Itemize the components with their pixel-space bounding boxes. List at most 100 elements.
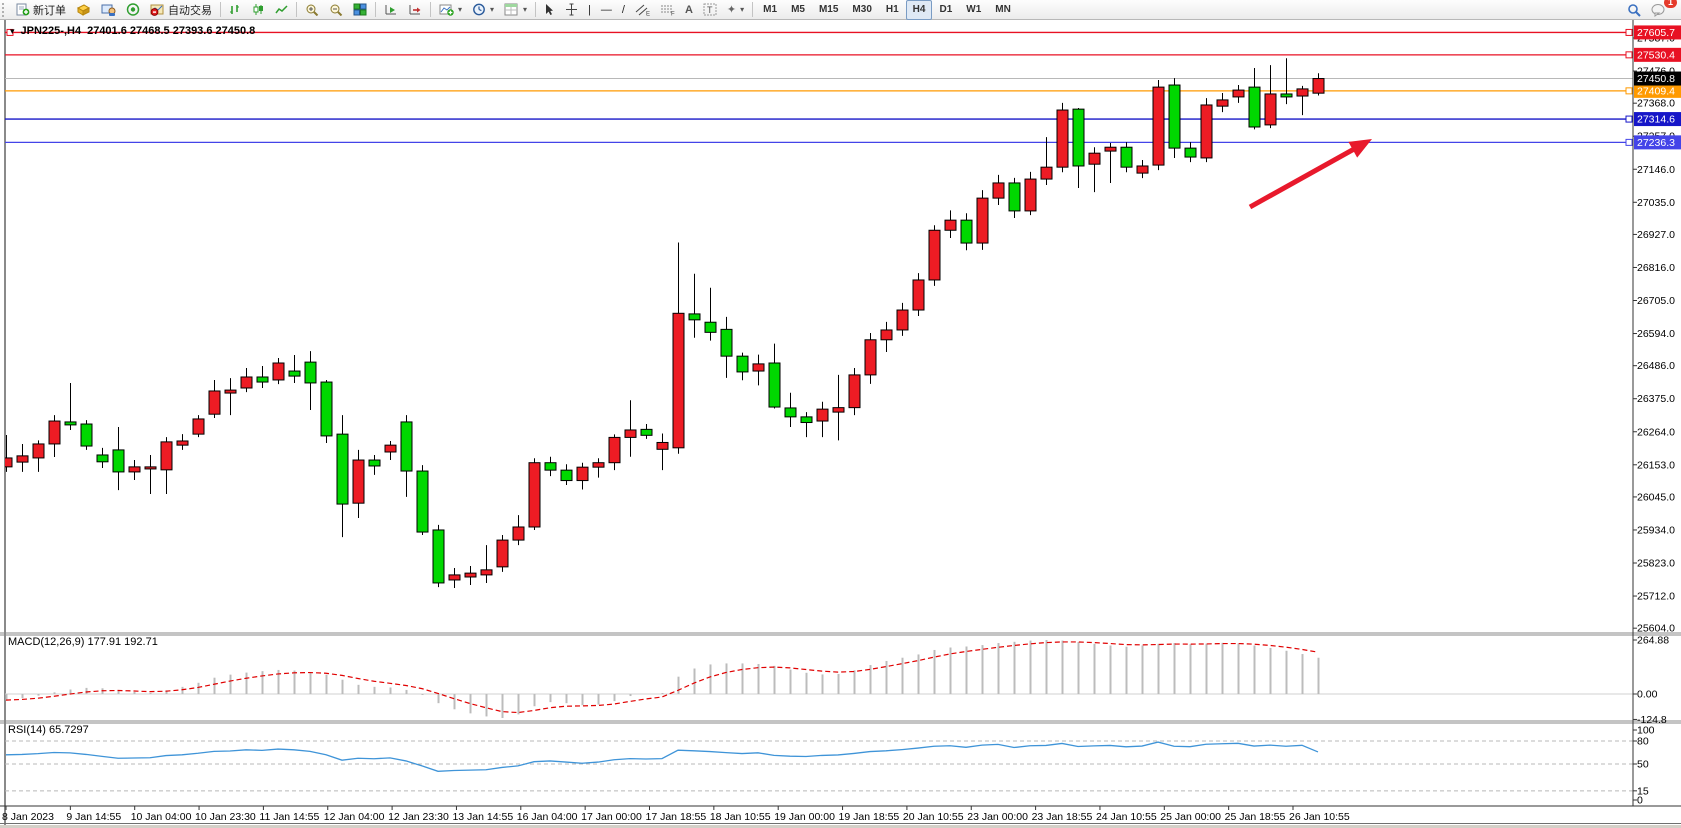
- chart-shift-button[interactable]: [403, 0, 427, 20]
- line-handle[interactable]: [1625, 138, 1633, 146]
- candle[interactable]: [144, 454, 157, 494]
- vertical-line-tool-button[interactable]: |: [583, 0, 596, 20]
- candle[interactable]: [1248, 68, 1261, 130]
- candle[interactable]: [208, 379, 221, 419]
- candle[interactable]: [1168, 78, 1181, 158]
- candle[interactable]: [1, 435, 13, 472]
- fibonacci-tool-button[interactable]: F: [655, 0, 680, 20]
- timeframe-h1-button[interactable]: H1: [885, 4, 899, 15]
- macd-panel[interactable]: [5, 640, 1633, 719]
- text-label-tool-button[interactable]: T: [698, 0, 722, 20]
- candle[interactable]: [720, 316, 733, 378]
- candle[interactable]: [880, 321, 893, 352]
- candle[interactable]: [528, 458, 541, 530]
- navigator-button[interactable]: [121, 0, 145, 20]
- chat-button[interactable]: 1: [1646, 0, 1677, 20]
- timeframe-m1-button[interactable]: M1: [763, 4, 778, 15]
- candle[interactable]: [112, 426, 125, 491]
- line-handle[interactable]: [1625, 87, 1633, 95]
- candle[interactable]: [976, 190, 989, 250]
- candlestick-mode-button[interactable]: [247, 0, 270, 20]
- candle[interactable]: [640, 424, 653, 439]
- candle[interactable]: [128, 460, 141, 480]
- candle[interactable]: [64, 382, 77, 430]
- candle[interactable]: [608, 434, 621, 471]
- candle[interactable]: [1088, 147, 1101, 193]
- candle[interactable]: [592, 458, 605, 478]
- candle[interactable]: [448, 568, 461, 588]
- trendline-tool-button[interactable]: /: [617, 0, 630, 20]
- candle[interactable]: [928, 225, 941, 286]
- candle[interactable]: [1232, 85, 1245, 103]
- line-handle[interactable]: [1625, 28, 1633, 36]
- line-chart-mode-button[interactable]: [270, 0, 293, 20]
- zoom-out-button[interactable]: [324, 0, 348, 20]
- candle[interactable]: [1280, 58, 1293, 105]
- candle[interactable]: [1056, 102, 1069, 173]
- trend-arrow-annotation[interactable]: [1248, 139, 1372, 210]
- channel-tool-button[interactable]: E: [630, 0, 655, 20]
- candle[interactable]: [1120, 142, 1133, 173]
- candle[interactable]: [800, 412, 813, 438]
- rsi-panel[interactable]: [5, 740, 1633, 792]
- candle[interactable]: [272, 357, 285, 385]
- auto-scroll-button[interactable]: [379, 0, 403, 20]
- new-order-button[interactable]: 新订单: [11, 0, 71, 20]
- candle[interactable]: [400, 415, 413, 497]
- candle[interactable]: [1072, 107, 1085, 188]
- candle[interactable]: [256, 365, 269, 388]
- candle[interactable]: [176, 434, 189, 450]
- candle[interactable]: [304, 351, 317, 411]
- candle[interactable]: [80, 420, 93, 450]
- data-window-button[interactable]: [96, 0, 121, 20]
- line-handle[interactable]: [1625, 115, 1633, 123]
- candle[interactable]: [544, 456, 557, 477]
- candle[interactable]: [576, 462, 589, 490]
- candle[interactable]: [32, 440, 45, 472]
- candle[interactable]: [736, 352, 749, 381]
- candle[interactable]: [1104, 143, 1117, 183]
- toolbar-grip[interactable]: [2, 2, 9, 17]
- candle[interactable]: [816, 401, 829, 438]
- candle[interactable]: [784, 392, 797, 427]
- candle[interactable]: [1296, 85, 1309, 116]
- timeframe-h4-button[interactable]: H4: [905, 0, 933, 20]
- candle[interactable]: [48, 415, 61, 458]
- timeframe-w1-button[interactable]: W1: [966, 4, 982, 15]
- candle[interactable]: [1024, 171, 1037, 216]
- candle[interactable]: [752, 354, 765, 386]
- candle[interactable]: [480, 545, 493, 583]
- autotrade-button[interactable]: 自动交易: [145, 0, 217, 20]
- search-button[interactable]: [1622, 0, 1646, 20]
- candle[interactable]: [16, 443, 29, 472]
- candle[interactable]: [944, 210, 957, 238]
- candle[interactable]: [320, 379, 333, 444]
- candle[interactable]: [1136, 160, 1149, 179]
- window-border[interactable]: [4, 19, 6, 825]
- candle[interactable]: [688, 273, 701, 338]
- chevron-down-icon[interactable]: ▾: [10, 25, 15, 36]
- line-handle[interactable]: [6, 28, 14, 36]
- axes[interactable]: 27587.027476.027368.027257.027146.027035…: [0, 20, 1681, 823]
- candle[interactable]: [832, 374, 845, 441]
- candle[interactable]: [288, 354, 301, 383]
- candle[interactable]: [704, 287, 717, 341]
- candle[interactable]: [512, 515, 525, 546]
- tile-windows-button[interactable]: [348, 0, 372, 20]
- candle[interactable]: [352, 449, 365, 519]
- candle[interactable]: [1216, 93, 1229, 113]
- candle[interactable]: [416, 465, 429, 536]
- timeframe-d1-button[interactable]: D1: [939, 4, 953, 15]
- candle[interactable]: [624, 400, 637, 457]
- templates-button[interactable]: ▾: [499, 0, 532, 20]
- candle[interactable]: [368, 454, 381, 475]
- candle[interactable]: [912, 273, 925, 316]
- candle[interactable]: [1312, 73, 1325, 96]
- chart-canvas[interactable]: 27587.027476.027368.027257.027146.027035…: [0, 19, 1681, 825]
- candle[interactable]: [672, 242, 685, 454]
- candle[interactable]: [848, 368, 861, 416]
- candle[interactable]: [1200, 98, 1213, 163]
- candle[interactable]: [432, 524, 445, 588]
- cursor-tool-button[interactable]: [539, 0, 560, 20]
- candle[interactable]: [96, 447, 109, 469]
